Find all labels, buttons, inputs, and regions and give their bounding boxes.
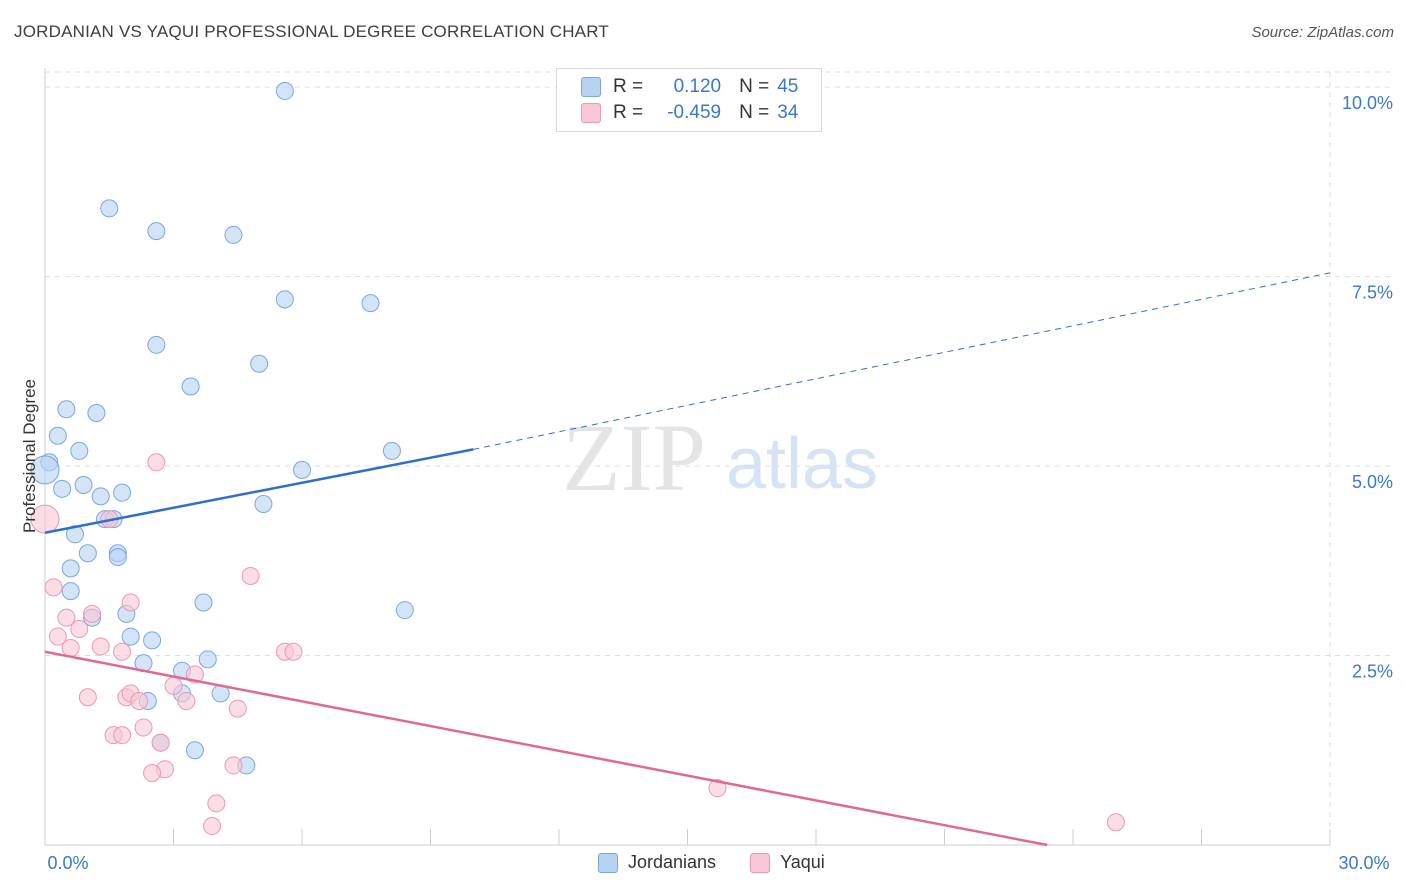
jordanian-point	[147, 222, 166, 241]
yaqui-point	[44, 578, 63, 597]
jordanian-swatch	[598, 852, 618, 873]
r-label: R =	[613, 76, 644, 97]
jordanian-point	[74, 476, 93, 495]
trend-lines	[44, 272, 1331, 847]
jordanian-point	[181, 377, 200, 396]
series-legend: Jordanians Yaqui	[598, 852, 859, 873]
yaqui-point	[147, 453, 166, 472]
yaqui-point	[284, 642, 303, 661]
yaqui-point	[113, 726, 132, 745]
jordanian-point	[395, 601, 414, 620]
jordanian-point	[61, 582, 80, 601]
jordanian-point	[70, 441, 89, 460]
x-tick-label: 30.0%	[1338, 853, 1389, 873]
yaqui-point	[113, 642, 132, 661]
legend-item-yaqui: Yaqui	[750, 852, 825, 873]
yaqui-point	[241, 566, 260, 585]
yaqui-point	[57, 608, 76, 627]
yaqui-point	[78, 688, 97, 707]
yaqui-point	[48, 627, 67, 646]
tick-labels: 2.5% 5.0% 7.5% 10.0% 0.0% 30.0%	[47, 93, 1393, 873]
y-tick-label: 2.5%	[1352, 662, 1393, 682]
jordanian-point	[194, 593, 213, 612]
jordanian-point	[224, 225, 243, 244]
r-value: 0.120	[673, 76, 722, 97]
n-value: 34	[777, 102, 799, 123]
jordanian-point	[113, 483, 132, 502]
yaqui-point	[708, 779, 727, 798]
jordanian-point	[382, 441, 401, 460]
jordanian-point	[198, 650, 217, 669]
jordanian-point	[108, 548, 127, 567]
r-value: -0.459	[667, 102, 722, 123]
jordanian-point	[121, 627, 140, 646]
yaqui-point	[143, 764, 162, 783]
yaqui-point	[1106, 813, 1125, 832]
legend-label: Yaqui	[780, 852, 825, 872]
yaqui-swatch	[581, 103, 601, 123]
watermark-atlas: atlas	[726, 424, 878, 504]
watermark-zip: ZIP	[562, 404, 706, 511]
yaqui-point	[224, 756, 243, 775]
jordanian-swatch	[581, 77, 601, 97]
jordanian-point	[293, 460, 311, 479]
jordanian-point	[361, 294, 380, 313]
yaqui-point	[121, 593, 140, 612]
jordanian-point	[254, 494, 273, 513]
legend-label: Jordanians	[628, 852, 717, 872]
yaqui-point	[203, 817, 222, 836]
n-label: N =	[739, 76, 770, 97]
legend-item-jordanians: Jordanians	[598, 852, 716, 873]
jordanian-point	[147, 335, 166, 354]
jordanian-point	[275, 81, 294, 100]
jordanian-trend-line	[44, 448, 474, 534]
jordanian-point	[185, 741, 204, 760]
data-points	[30, 81, 1125, 836]
yaqui-point	[30, 504, 60, 534]
jordanian-point	[91, 487, 110, 506]
legend-row-jordanians: R = 0.120 N = 45	[581, 75, 798, 99]
yaqui-point	[134, 718, 153, 737]
yaqui-point	[130, 692, 149, 711]
jordanian-point	[30, 455, 60, 485]
yaqui-point	[61, 638, 80, 657]
chart-title: JORDANIAN VS YAQUI PROFESSIONAL DEGREE C…	[14, 22, 609, 41]
n-label: N =	[739, 102, 770, 123]
yaqui-swatch	[750, 852, 771, 873]
grid-lines	[45, 71, 1395, 845]
jordanian-point	[61, 559, 80, 578]
jordanian-point	[57, 400, 76, 419]
jordanian-point	[275, 290, 294, 309]
jordanian-point	[87, 404, 106, 423]
yaqui-point	[207, 794, 226, 813]
correlation-legend: R = 0.120 N = 45 R = -0.459 N = 34	[556, 68, 822, 132]
jordanian-point	[53, 479, 72, 498]
yaqui-point	[83, 604, 102, 623]
legend-row-yaqui: R = -0.459 N = 34	[581, 101, 798, 125]
yaqui-point	[177, 692, 196, 711]
jordanian-point	[78, 544, 97, 563]
y-tick-label: 5.0%	[1352, 472, 1393, 492]
yaqui-point	[164, 676, 183, 695]
yaqui-point	[228, 699, 247, 718]
n-value: 45	[777, 76, 799, 97]
jordanian-point	[250, 354, 269, 373]
jordanian-point	[143, 631, 162, 650]
yaqui-point	[151, 733, 170, 752]
y-tick-label: 10.0%	[1342, 93, 1393, 113]
jordanian-point	[100, 199, 119, 218]
r-label: R =	[613, 102, 644, 123]
x-tick-label: 0.0%	[47, 853, 88, 873]
source-label: Source: ZipAtlas.com	[1251, 24, 1394, 41]
yaqui-point	[91, 637, 110, 656]
yaqui-trend-line	[44, 650, 1048, 847]
jordanian-point	[48, 426, 67, 445]
y-axis-label: Professional Degree	[20, 378, 39, 534]
yaqui-point	[70, 620, 89, 639]
y-tick-label: 7.5%	[1352, 283, 1393, 303]
jordanian-trend-extension	[473, 272, 1331, 450]
